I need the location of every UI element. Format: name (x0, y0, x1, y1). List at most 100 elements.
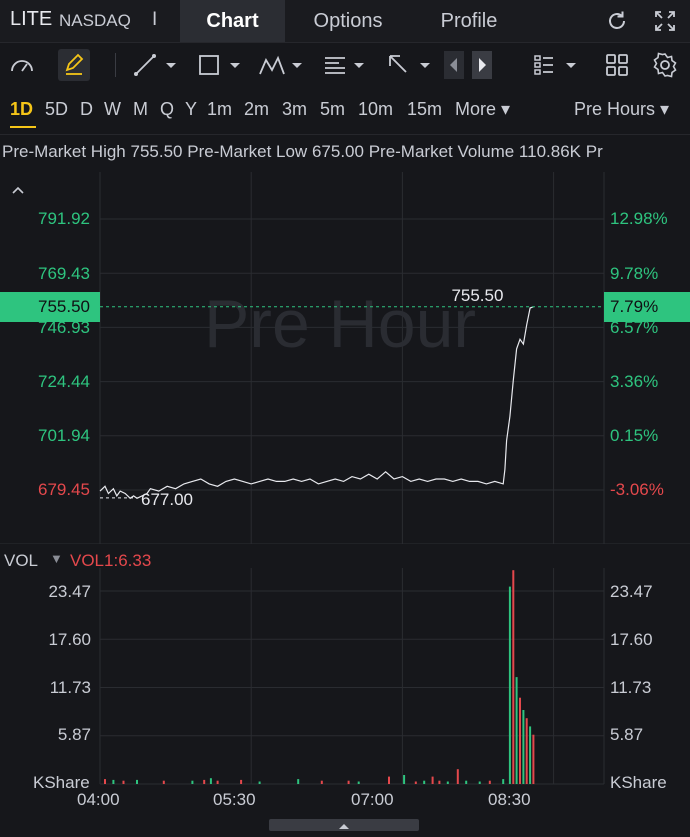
period-selector: 1D 5D D W M Q Y 1m 2m 3m 5m 10m 15m More… (0, 88, 690, 135)
tab-profile[interactable]: Profile (440, 10, 498, 32)
y-tick-right: 12.98% (610, 209, 668, 228)
price-chart[interactable]: Pre Hour 755.50 677.00 (0, 172, 690, 544)
session-selector[interactable]: Pre Hours ▾ (574, 99, 669, 120)
volume-bar (519, 697, 521, 784)
y-tick-right: 3.36% (610, 372, 659, 391)
scroll-left-icon[interactable] (444, 51, 464, 79)
period-15m[interactable]: 15m (407, 99, 443, 119)
volume-bar (203, 779, 206, 784)
volume-bar (446, 781, 449, 784)
vol-tick-right: 11.73 (610, 678, 652, 697)
indicator-gauge-icon[interactable] (8, 52, 36, 78)
session-label: Pre Hours (574, 99, 656, 119)
volume-bar (478, 781, 481, 784)
period-1d[interactable]: 1D (10, 99, 34, 119)
volume-bar (104, 779, 106, 784)
volume-bar (488, 780, 491, 784)
volume-title: VOL (4, 551, 39, 570)
volume-bar (502, 779, 505, 784)
vol-tick-left: 11.73 (49, 678, 91, 697)
chart-watermark: Pre Hour (204, 286, 476, 362)
y-tick-left: 724.44 (38, 372, 90, 391)
pre-market-high-label: Pre-Market High (2, 142, 126, 161)
vol-tick-right: 5.87 (610, 725, 644, 744)
volume-bar (240, 779, 243, 784)
grid-icon[interactable] (604, 52, 630, 78)
volume-bar (320, 780, 323, 784)
period-5m[interactable]: 5m (320, 99, 346, 119)
volume-bar (357, 781, 360, 784)
text-tool-icon[interactable] (322, 52, 368, 78)
y-tick-left: 791.92 (38, 209, 90, 228)
current-change-tag: 7.79% (604, 292, 690, 322)
current-price-label: 755.50 (451, 286, 503, 305)
volume-bar (431, 776, 434, 784)
volume-chart[interactable] (0, 562, 690, 787)
fullscreen-icon[interactable] (653, 9, 677, 33)
ticker-symbol: LITE (10, 8, 53, 30)
vol-tick-right: 23.47 (610, 582, 653, 601)
period-q[interactable]: Q (160, 99, 175, 119)
rectangle-tool-icon[interactable] (196, 52, 242, 78)
vol-tick-left: 23.47 (48, 582, 91, 601)
y-tick-left: 679.45 (38, 480, 90, 499)
volume-bar (388, 776, 390, 784)
period-more-button[interactable]: More ▾ (455, 99, 510, 120)
volume-bar (347, 780, 350, 784)
volume-bar (532, 734, 535, 784)
tab-options[interactable]: Options (313, 10, 383, 32)
more-caret-icon: ▾ (501, 99, 511, 119)
period-m[interactable]: M (133, 99, 148, 119)
session-caret-icon: ▾ (660, 99, 670, 119)
volume-bar (456, 769, 459, 784)
period-10m[interactable]: 10m (358, 99, 394, 119)
drawing-toolbar (0, 43, 690, 87)
volume-bar (423, 780, 426, 784)
volume-bar (508, 586, 511, 784)
x-tick: 05:30 (213, 790, 256, 809)
y-tick-left: 746.93 (38, 318, 90, 337)
collapse-chevron-icon[interactable] (12, 186, 24, 194)
pre-market-volume-value: 110.86K (518, 142, 581, 161)
overflow-text: Pr (585, 142, 603, 161)
volume-bar (529, 726, 532, 784)
toolbar-divider (115, 53, 116, 77)
period-y[interactable]: Y (185, 99, 198, 119)
y-tick-right: -3.06% (610, 480, 664, 499)
period-2m[interactable]: 2m (244, 99, 270, 119)
draw-pencil-icon[interactable] (58, 49, 90, 81)
refresh-icon[interactable] (605, 9, 629, 33)
y-tick-right: 0.15% (610, 426, 659, 445)
scroll-right-icon[interactable] (472, 51, 492, 79)
period-w[interactable]: W (104, 99, 121, 119)
y-tick-right: 6.57% (610, 318, 659, 337)
volume-bar (512, 570, 515, 784)
period-5d[interactable]: 5D (45, 99, 69, 119)
price-line (99, 306, 534, 500)
volume-dropdown-icon[interactable]: ▼ (50, 551, 63, 566)
layout-list-icon[interactable] (532, 52, 578, 78)
volume-bar (522, 710, 525, 784)
pre-market-low-label: Pre-Market Low (187, 142, 308, 161)
arrow-tool-icon[interactable] (386, 52, 432, 78)
period-d[interactable]: D (80, 99, 93, 119)
volume-bar (515, 677, 518, 784)
settings-icon[interactable] (652, 52, 678, 78)
price-series: 755.50 677.00 (99, 286, 604, 509)
vol-tick-right: 17.60 (610, 630, 653, 649)
period-3m[interactable]: 3m (282, 99, 308, 119)
volume-indicator-label: VOL1:6.33 (70, 551, 152, 570)
exchange-label: NASDAQ (59, 11, 131, 30)
pattern-tool-icon[interactable] (258, 52, 304, 78)
header-separator: I (152, 9, 158, 30)
volume-grid (99, 568, 605, 785)
chart-scroll-handle[interactable] (269, 819, 419, 831)
vol-unit-left: KShare (33, 773, 90, 792)
volume-bar (136, 779, 138, 784)
vol-tick-left: 5.87 (57, 725, 91, 744)
line-tool-icon[interactable] (132, 52, 178, 78)
tab-chart[interactable]: Chart (180, 0, 285, 42)
volume-bar (209, 778, 212, 784)
period-1m[interactable]: 1m (207, 99, 233, 119)
pre-market-info: Pre-Market High 755.50 Pre-Market Low 67… (0, 142, 690, 166)
